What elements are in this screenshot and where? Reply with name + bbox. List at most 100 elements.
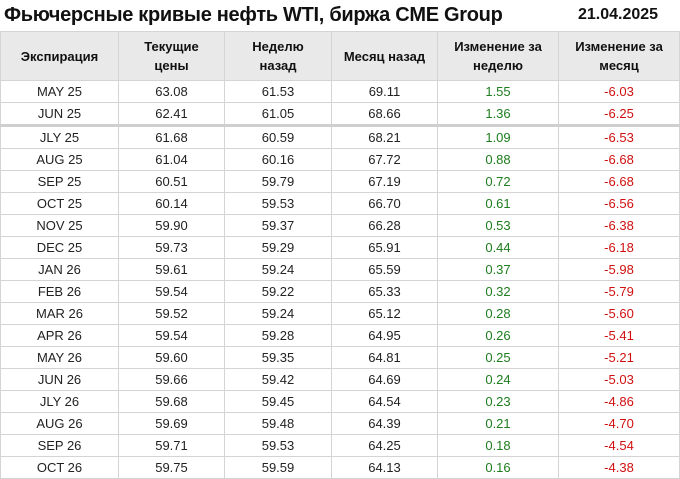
page-title: Фьючерсные кривые нефть WTI, биржа CME G… <box>4 4 503 26</box>
cell-expiration: APR 26 <box>0 324 119 347</box>
cell-current-price: 59.90 <box>118 214 225 237</box>
cell-expiration: JUN 25 <box>0 102 119 127</box>
cell-week-change: 0.44 <box>437 236 559 259</box>
column-header-month-change: Изменение за месяц <box>558 31 680 81</box>
table-row: OCT 26 59.75 59.59 64.13 0.16 -4.38 <box>0 456 680 479</box>
cell-month-change: -6.03 <box>558 80 680 103</box>
futures-table: Экспирация Текущие цены Неделю назад Месяц … <box>0 31 680 479</box>
cell-expiration: JLY 26 <box>0 390 119 413</box>
cell-week-ago: 59.24 <box>224 302 332 325</box>
cell-week-ago: 59.24 <box>224 258 332 281</box>
cell-week-ago: 61.05 <box>224 102 332 127</box>
cell-current-price: 59.75 <box>118 456 225 479</box>
cell-month-ago: 65.91 <box>331 236 438 259</box>
table-row: AUG 26 59.69 59.48 64.39 0.21 -4.70 <box>0 412 680 435</box>
cell-expiration: NOV 25 <box>0 214 119 237</box>
cell-expiration: JAN 26 <box>0 258 119 281</box>
cell-week-change: 0.25 <box>437 346 559 369</box>
cell-month-change: -4.70 <box>558 412 680 435</box>
cell-week-change: 1.55 <box>437 80 559 103</box>
cell-month-ago: 67.72 <box>331 148 438 171</box>
cell-week-change: 0.24 <box>437 368 559 391</box>
cell-month-change: -5.79 <box>558 280 680 303</box>
cell-week-ago: 59.53 <box>224 192 332 215</box>
cell-week-change: 0.26 <box>437 324 559 347</box>
cell-expiration: MAR 26 <box>0 302 119 325</box>
table-row: MAY 26 59.60 59.35 64.81 0.25 -5.21 <box>0 346 680 369</box>
table-header-row: Экспирация Текущие цены Неделю назад Месяц … <box>0 31 680 81</box>
cell-month-ago: 66.28 <box>331 214 438 237</box>
table-row: JLY 26 59.68 59.45 64.54 0.23 -4.86 <box>0 390 680 413</box>
cell-month-ago: 64.69 <box>331 368 438 391</box>
cell-month-change: -6.56 <box>558 192 680 215</box>
title-bar: Фьючерсные кривые нефть WTI, биржа CME G… <box>0 0 680 31</box>
cell-current-price: 59.71 <box>118 434 225 457</box>
cell-week-ago: 59.42 <box>224 368 332 391</box>
cell-month-ago: 64.13 <box>331 456 438 479</box>
table-row: MAY 25 63.08 61.53 69.11 1.55 -6.03 <box>0 80 680 103</box>
cell-expiration: AUG 25 <box>0 148 119 171</box>
cell-month-ago: 65.59 <box>331 258 438 281</box>
column-header-month-ago: Месяц назад <box>331 31 438 81</box>
cell-month-change: -6.18 <box>558 236 680 259</box>
cell-month-change: -6.53 <box>558 125 680 149</box>
cell-week-change: 0.16 <box>437 456 559 479</box>
table-row: JLY 25 61.68 60.59 68.21 1.09 -6.53 <box>0 125 680 149</box>
cell-current-price: 60.14 <box>118 192 225 215</box>
column-header-current-price: Текущие цены <box>118 31 225 81</box>
cell-month-ago: 68.66 <box>331 102 438 127</box>
cell-week-change: 0.18 <box>437 434 559 457</box>
cell-month-ago: 69.11 <box>331 80 438 103</box>
cell-month-ago: 64.39 <box>331 412 438 435</box>
cell-current-price: 59.54 <box>118 324 225 347</box>
cell-expiration: MAY 26 <box>0 346 119 369</box>
cell-month-change: -4.54 <box>558 434 680 457</box>
cell-expiration: JLY 25 <box>0 125 119 149</box>
cell-current-price: 61.04 <box>118 148 225 171</box>
cell-expiration: AUG 26 <box>0 412 119 435</box>
cell-week-ago: 59.53 <box>224 434 332 457</box>
column-header-week-change: Изменение за неделю <box>437 31 559 81</box>
cell-week-change: 0.88 <box>437 148 559 171</box>
cell-month-ago: 64.95 <box>331 324 438 347</box>
cell-week-change: 0.23 <box>437 390 559 413</box>
cell-week-ago: 59.48 <box>224 412 332 435</box>
cell-expiration: OCT 26 <box>0 456 119 479</box>
table-row: MAR 26 59.52 59.24 65.12 0.28 -5.60 <box>0 302 680 325</box>
table-row: OCT 25 60.14 59.53 66.70 0.61 -6.56 <box>0 192 680 215</box>
table-row: SEP 26 59.71 59.53 64.25 0.18 -4.54 <box>0 434 680 457</box>
cell-week-ago: 59.37 <box>224 214 332 237</box>
table-row: APR 26 59.54 59.28 64.95 0.26 -5.41 <box>0 324 680 347</box>
cell-week-ago: 59.59 <box>224 456 332 479</box>
cell-month-change: -5.21 <box>558 346 680 369</box>
cell-current-price: 61.68 <box>118 125 225 149</box>
cell-current-price: 59.68 <box>118 390 225 413</box>
table-row: NOV 25 59.90 59.37 66.28 0.53 -6.38 <box>0 214 680 237</box>
cell-month-change: -4.38 <box>558 456 680 479</box>
cell-expiration: DEC 25 <box>0 236 119 259</box>
column-header-week-ago: Неделю назад <box>224 31 332 81</box>
cell-month-change: -6.68 <box>558 170 680 193</box>
cell-month-ago: 64.54 <box>331 390 438 413</box>
cell-current-price: 59.73 <box>118 236 225 259</box>
column-header-expiration: Экспирация <box>0 31 119 81</box>
cell-month-ago: 67.19 <box>331 170 438 193</box>
cell-month-ago: 64.25 <box>331 434 438 457</box>
table-row: JAN 26 59.61 59.24 65.59 0.37 -5.98 <box>0 258 680 281</box>
cell-week-ago: 59.22 <box>224 280 332 303</box>
cell-month-change: -6.25 <box>558 102 680 127</box>
cell-week-ago: 61.53 <box>224 80 332 103</box>
cell-current-price: 59.54 <box>118 280 225 303</box>
cell-current-price: 59.66 <box>118 368 225 391</box>
cell-expiration: SEP 26 <box>0 434 119 457</box>
cell-week-change: 0.53 <box>437 214 559 237</box>
table-row: FEB 26 59.54 59.22 65.33 0.32 -5.79 <box>0 280 680 303</box>
cell-month-change: -5.60 <box>558 302 680 325</box>
cell-week-change: 0.37 <box>437 258 559 281</box>
cell-current-price: 60.51 <box>118 170 225 193</box>
cell-month-ago: 65.12 <box>331 302 438 325</box>
cell-week-change: 0.61 <box>437 192 559 215</box>
cell-week-ago: 59.45 <box>224 390 332 413</box>
table-body: MAY 25 63.08 61.53 69.11 1.55 -6.03 JUN 25 62.4… <box>0 80 680 479</box>
cell-month-ago: 68.21 <box>331 125 438 149</box>
